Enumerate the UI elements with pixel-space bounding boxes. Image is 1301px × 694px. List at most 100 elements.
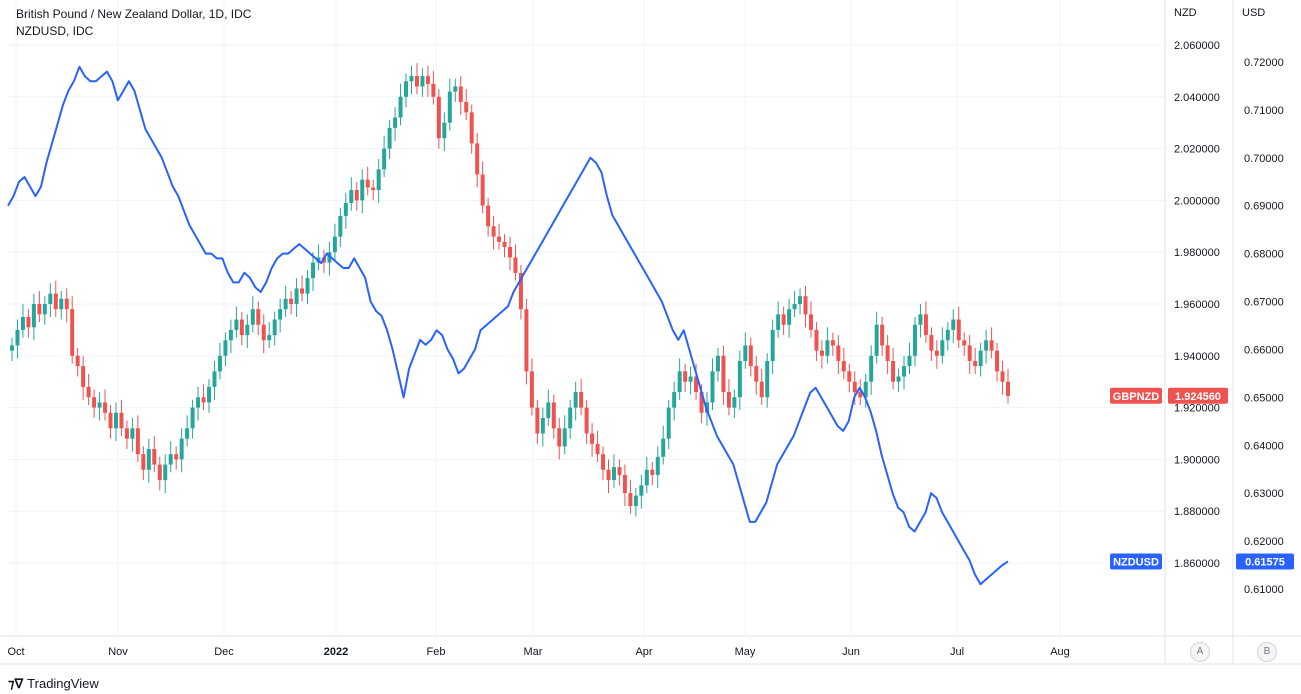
candle [956, 306, 961, 349]
candle [371, 179, 376, 201]
candle [863, 373, 868, 408]
candle [327, 241, 332, 276]
candle [929, 327, 934, 361]
candle [540, 407, 545, 447]
candle [912, 316, 917, 367]
candle [841, 348, 846, 380]
candle [989, 327, 994, 359]
candle [491, 215, 496, 250]
candle [502, 234, 507, 258]
candle [655, 446, 660, 488]
candle [119, 399, 124, 437]
candle [721, 345, 726, 406]
candle [858, 379, 863, 406]
candle [278, 298, 283, 333]
candle [945, 322, 950, 351]
nzd-tick-label: 1.920000 [1174, 403, 1220, 415]
candle [316, 244, 321, 271]
candle [469, 104, 474, 154]
time-axis: Oct Nov Dec 2022 Feb Mar Apr May Jun Jul Aug [7, 646, 1069, 658]
candle [108, 405, 113, 439]
auto-scale-button[interactable]: A [1190, 642, 1210, 662]
nzd-tick-label: 1.900000 [1174, 454, 1220, 466]
candle [425, 65, 430, 97]
candle [294, 278, 299, 317]
svg-text:0.61575: 0.61575 [1245, 556, 1285, 568]
candle [770, 319, 775, 374]
candle [289, 291, 294, 315]
tradingview-logo[interactable]: ⁊∇ TradingView [8, 676, 99, 692]
candle [562, 415, 567, 455]
candle [896, 368, 901, 393]
candle [781, 306, 786, 336]
candle [710, 358, 715, 411]
candle [513, 244, 518, 281]
candle [20, 304, 25, 338]
candle [92, 389, 97, 418]
nzd-axis-title: NZD [1174, 7, 1197, 19]
candle [436, 89, 441, 149]
candle [748, 337, 753, 377]
candle [228, 319, 233, 354]
time-tick-label: 2022 [324, 646, 348, 658]
candle [551, 394, 556, 439]
candle [940, 327, 945, 364]
candle [1000, 360, 1005, 395]
time-tick-label: May [735, 646, 756, 658]
candle [464, 89, 469, 121]
candle [447, 78, 452, 131]
usd-tick-label: 0.72000 [1244, 57, 1284, 69]
candle [179, 428, 184, 473]
candle [349, 177, 354, 211]
candle [518, 265, 523, 320]
candle [923, 301, 928, 343]
candle [529, 358, 534, 416]
tradingview-text: TradingView [27, 676, 99, 691]
svg-text:1.924560: 1.924560 [1175, 391, 1221, 403]
usd-tick-label: 0.71000 [1244, 105, 1284, 117]
time-tick-label: Oct [7, 646, 24, 658]
grid [0, 0, 1301, 665]
candle [869, 345, 874, 395]
legend-gbpnzd: British Pound / New Zealand Dollar, 1D, … [16, 7, 252, 21]
candle [283, 285, 288, 317]
candle [847, 363, 852, 393]
usd-tick-label: 0.62000 [1244, 536, 1284, 548]
time-tick-label: Jun [842, 646, 860, 658]
candle [902, 355, 907, 390]
candle [579, 379, 584, 416]
usd-tick-label: 0.64000 [1244, 440, 1284, 452]
nzd-tick-label: 1.860000 [1174, 558, 1220, 570]
nzdusd-price-badge: 0.61575 [1236, 553, 1294, 570]
candle [628, 480, 633, 514]
candle [672, 381, 677, 421]
candle [852, 371, 857, 406]
candle [256, 301, 261, 336]
candle [223, 332, 228, 367]
time-tick-label: Feb [427, 646, 446, 658]
candle [113, 402, 118, 442]
candle [190, 399, 195, 439]
price-badges: GBPNZD 1.924560 NZDUSD 0.61575 [1110, 387, 1294, 570]
candle [157, 456, 162, 491]
candle [453, 78, 458, 102]
candle [601, 446, 606, 481]
candle [683, 363, 688, 393]
candle [75, 348, 80, 377]
usd-price-axis: 0.72000 0.71000 0.70000 0.69000 0.68000 0.670… [1244, 57, 1284, 596]
usd-tick-label: 0.63000 [1244, 488, 1284, 500]
candle [442, 112, 447, 152]
usd-tick-label: 0.65000 [1244, 392, 1284, 404]
candle [310, 252, 315, 292]
nzdusd-name-badge: NZDUSD [1110, 553, 1162, 570]
scale-b-button[interactable]: B [1257, 642, 1277, 662]
candle [995, 342, 1000, 382]
candle [135, 415, 140, 462]
candle [141, 446, 146, 481]
candle [830, 332, 835, 356]
candle [305, 270, 310, 304]
gbpnzd-name-badge: GBPNZD [1110, 387, 1162, 404]
candle [819, 340, 824, 369]
candle [272, 311, 277, 346]
